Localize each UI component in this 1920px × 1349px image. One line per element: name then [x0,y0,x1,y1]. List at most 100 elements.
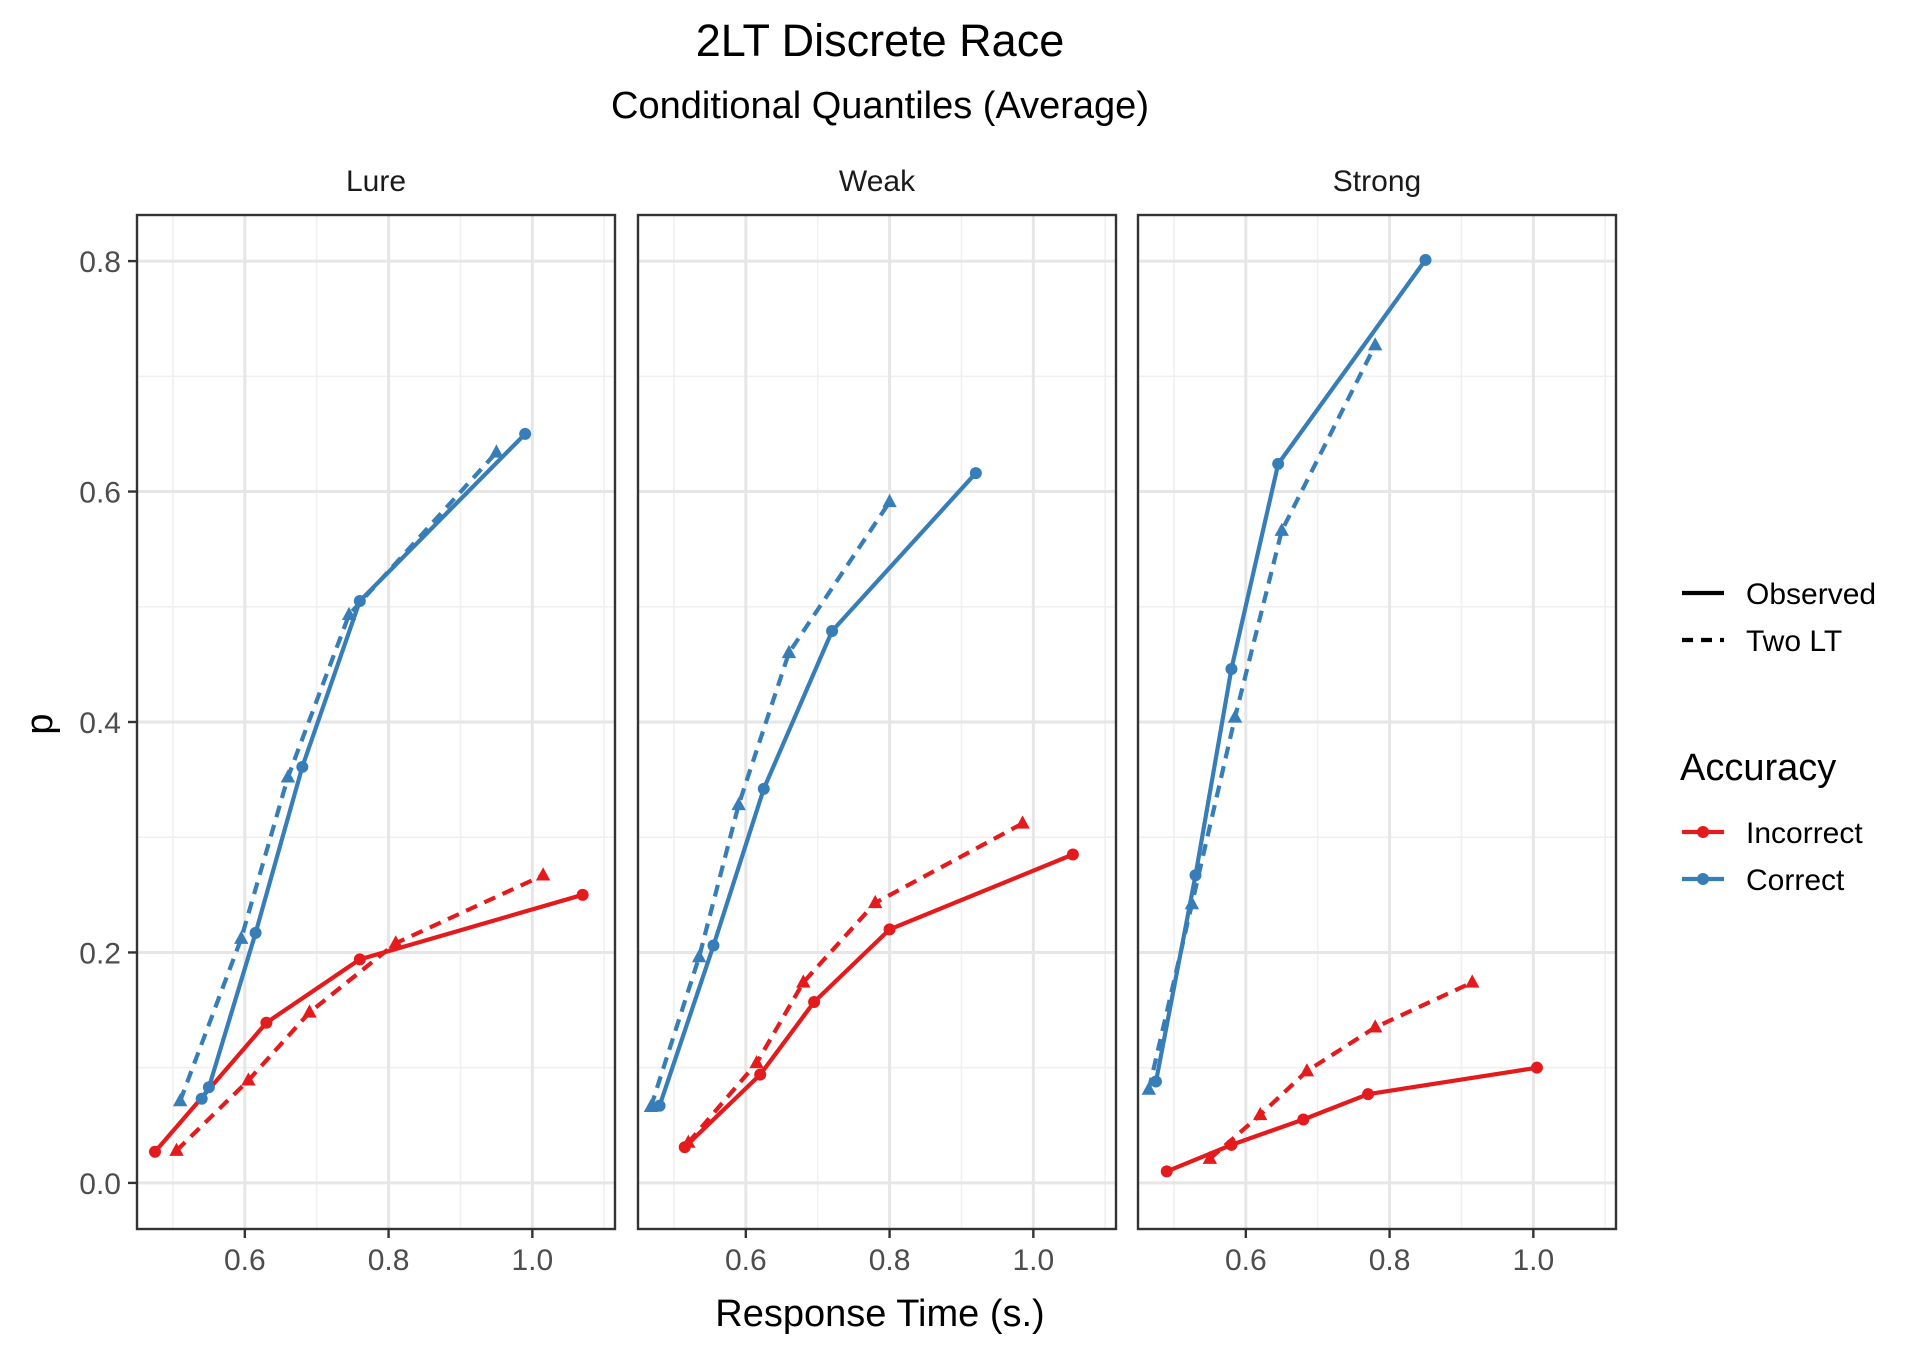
data-point-triangle [1227,709,1243,723]
legend-title: Accuracy [1680,747,1836,789]
color-legend: Accuracy Incorrect Correct [1680,747,1863,897]
data-point-triangle [1202,1150,1218,1164]
data-point-triangle [169,1142,184,1156]
data-point-circle [202,1081,215,1094]
data-point-triangle [796,974,811,988]
data-point-circle [826,624,839,637]
data-point-triangle [1274,522,1289,536]
data-point-triangle [643,1098,659,1113]
x-axis-label: Response Time (s.) [715,1293,1044,1335]
data-point-triangle [868,894,883,909]
data-point-circle [653,1099,666,1112]
data-point-triangle [302,1004,317,1018]
y-tick-label: 0.0 [79,1168,121,1201]
gridlines [137,215,615,1229]
legend-key-point [1697,873,1709,885]
data-point-triangle [1368,337,1383,351]
series-correct-observed [653,467,982,1112]
series-incorrect-two-lt [169,867,551,1156]
data-point-circle [1160,1165,1173,1178]
panels-layer: Lure 0.6 0.8 1.0 0.0 0.2 0.4 0.6 0.8 Weak 0.6 0.8 1.… [79,165,1618,1277]
x-tick-label: 0.6 [725,1244,767,1277]
data-point-triangle [882,493,897,508]
data-point-circle [1225,662,1238,675]
x-tick-label: 0.8 [368,1244,410,1277]
data-point-circle [969,467,982,480]
data-point-circle [296,760,309,773]
legend-label: Incorrect [1746,817,1863,850]
chart-title: 2LT Discrete Race [696,15,1064,66]
y-tick-label: 0.2 [79,937,121,970]
series-layer [643,467,1079,1154]
data-point-triangle [1252,1106,1268,1121]
x-axis: 0.6 0.8 1.0 [224,1229,553,1277]
panel-strip-label: Strong [1333,165,1421,198]
data-point-triangle [749,1055,764,1069]
x-tick-label: 1.0 [1012,1244,1054,1277]
panel-lure: Lure 0.6 0.8 1.0 0.0 0.2 0.4 0.6 0.8 [79,165,617,1277]
data-point-circle [148,1145,161,1158]
panel-border [636,213,1118,1231]
data-point-triangle [1015,815,1030,829]
series-line [686,821,1024,1144]
data-point-triangle [1299,1063,1315,1077]
series-correct-two-lt [643,493,897,1113]
legend: Observed Two LT Accuracy Incorrect Correct [1680,578,1876,897]
series-layer [148,427,589,1158]
data-point-triangle [280,769,296,783]
data-point-triangle [341,606,357,621]
data-point-circle [1297,1113,1310,1126]
x-axis: 0.6 0.8 1.0 [1225,1229,1554,1277]
y-tick-label: 0.6 [79,477,121,510]
data-point-triangle [781,644,797,659]
data-point-circle [757,782,770,795]
data-point-circle [260,1016,273,1029]
data-point-circle [519,427,532,440]
data-point-triangle [1368,1019,1383,1033]
data-point-triangle [681,1134,696,1148]
series-line [648,500,892,1108]
series-correct-two-lt [1141,337,1383,1095]
series-incorrect-two-lt [681,815,1030,1148]
data-point-circle [1419,253,1432,266]
data-point-circle [707,939,720,952]
y-tick-label: 0.8 [79,246,121,279]
legend-label: Observed [1746,578,1876,611]
data-point-triangle [691,949,707,963]
data-point-triangle [1465,974,1480,988]
data-point-triangle [388,935,403,949]
data-point-triangle [241,1072,256,1086]
data-point-circle [808,996,821,1009]
panel-strip-label: Weak [839,165,916,198]
panel-strong: Strong 0.6 0.8 1.0 [1136,165,1618,1277]
y-tick-label: 0.4 [79,707,121,740]
series-correct-two-lt [172,444,504,1107]
data-point-triangle [731,796,746,811]
data-point-circle [1272,457,1285,470]
x-tick-label: 1.0 [511,1244,553,1277]
data-point-triangle [1141,1081,1156,1095]
y-axis: 0.0 0.2 0.4 0.6 0.8 [79,246,137,1201]
series-incorrect-two-lt [1202,974,1480,1164]
panel-strip-label: Lure [346,165,406,198]
panel-weak: Weak 0.6 0.8 1.0 [636,165,1118,1277]
data-point-circle [754,1068,767,1081]
x-tick-label: 0.8 [1369,1244,1411,1277]
x-tick-label: 0.6 [1225,1244,1267,1277]
x-axis: 0.6 0.8 1.0 [725,1229,1054,1277]
data-point-circle [1066,848,1079,861]
chart-subtitle: Conditional Quantiles (Average) [611,85,1149,127]
data-point-circle [249,926,262,939]
data-point-circle [1362,1088,1375,1101]
legend-label: Two LT [1746,625,1842,658]
data-point-circle [1530,1061,1543,1074]
data-point-circle [353,953,366,966]
x-tick-label: 1.0 [1512,1244,1554,1277]
x-tick-label: 0.6 [224,1244,266,1277]
data-point-triangle [1184,896,1200,910]
data-point-circle [195,1092,208,1105]
data-point-triangle [172,1093,188,1107]
linetype-legend: Observed Two LT [1682,578,1876,658]
